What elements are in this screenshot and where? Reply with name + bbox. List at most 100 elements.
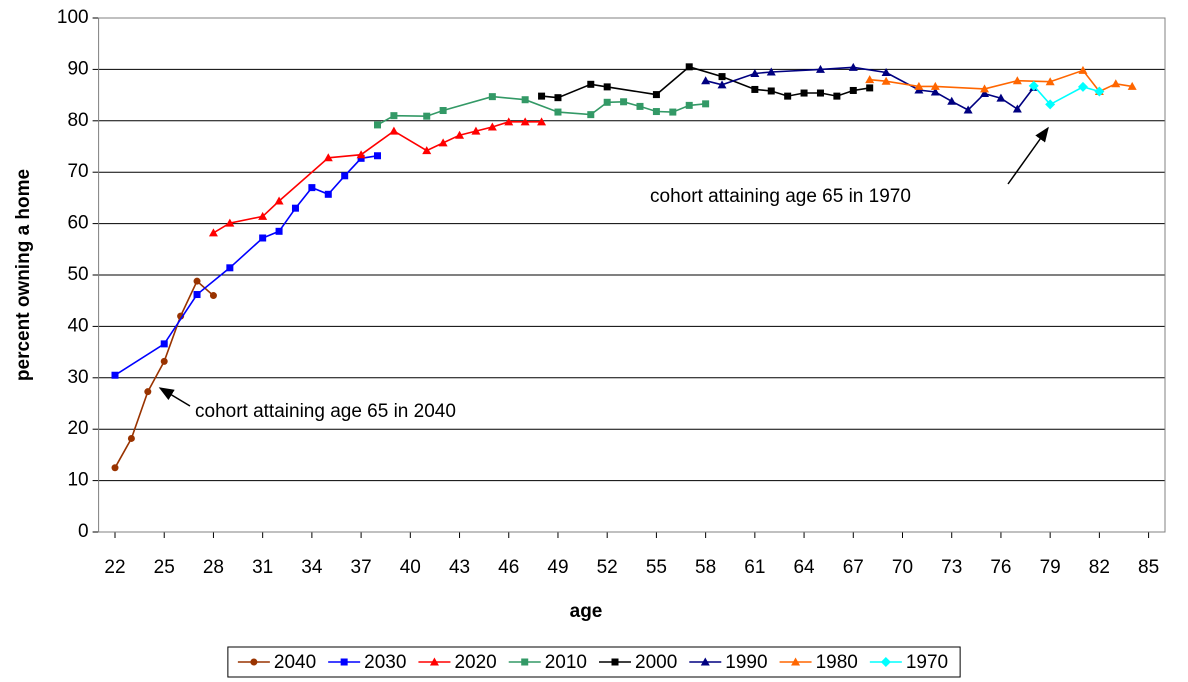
- x-tick-label: 43: [449, 557, 470, 578]
- marker: [702, 100, 710, 108]
- marker: [816, 89, 824, 97]
- y-tick-label: 10: [67, 470, 88, 491]
- legend-label: 2010: [545, 652, 587, 673]
- marker: [340, 658, 348, 666]
- marker: [193, 277, 201, 285]
- marker: [1028, 80, 1039, 91]
- x-tick-label: 46: [498, 557, 519, 578]
- legend-label: 1980: [816, 652, 858, 673]
- marker: [611, 658, 619, 666]
- marker: [751, 85, 759, 93]
- marker: [357, 154, 365, 162]
- marker: [390, 112, 398, 120]
- marker: [144, 388, 152, 396]
- x-tick-label: 61: [744, 557, 765, 578]
- marker: [209, 292, 217, 300]
- legend-label: 2030: [364, 652, 406, 673]
- marker: [717, 80, 727, 89]
- y-tick-label: 100: [57, 7, 89, 28]
- marker: [423, 112, 431, 120]
- marker: [652, 91, 660, 99]
- annotation: cohort attaining age 65 in 2040: [195, 401, 456, 422]
- marker: [636, 102, 644, 110]
- marker: [389, 126, 399, 135]
- marker: [587, 111, 595, 119]
- marker: [701, 76, 711, 85]
- marker: [374, 152, 382, 160]
- x-tick-label: 73: [941, 557, 962, 578]
- marker: [930, 81, 940, 90]
- marker: [718, 73, 726, 81]
- marker: [538, 92, 546, 100]
- y-tick-label: 60: [67, 213, 88, 234]
- marker: [111, 464, 119, 472]
- x-tick-label: 40: [400, 557, 421, 578]
- y-tick-label: 20: [67, 418, 88, 439]
- marker: [208, 228, 218, 237]
- marker: [275, 227, 283, 235]
- marker: [225, 218, 235, 227]
- marker: [1077, 81, 1088, 92]
- x-tick-label: 34: [301, 557, 323, 578]
- marker: [1012, 104, 1022, 113]
- marker: [947, 96, 957, 105]
- x-tick-label: 55: [646, 557, 667, 578]
- marker: [274, 196, 284, 205]
- x-tick-label: 79: [1040, 557, 1061, 578]
- marker: [1045, 77, 1055, 86]
- marker: [258, 211, 268, 220]
- annotation-arrow: [1007, 126, 1049, 185]
- x-tick-label: 49: [547, 557, 568, 578]
- marker: [554, 108, 562, 116]
- marker: [471, 126, 481, 135]
- marker: [603, 98, 611, 106]
- x-tick-label: 85: [1138, 557, 1159, 578]
- marker: [422, 146, 432, 155]
- marker: [700, 657, 710, 666]
- marker: [111, 371, 119, 379]
- marker: [1127, 81, 1137, 90]
- marker: [750, 69, 760, 78]
- marker: [308, 184, 316, 192]
- x-tick-label: 22: [104, 557, 125, 578]
- marker: [520, 117, 530, 126]
- marker: [537, 117, 547, 126]
- x-tick-label: 76: [990, 557, 1011, 578]
- y-tick-label: 40: [67, 315, 88, 336]
- plot-frame: [98, 17, 1166, 533]
- x-tick-label: 37: [351, 557, 372, 578]
- x-axis-label: age: [570, 601, 603, 622]
- x-tick-label: 28: [203, 557, 224, 578]
- marker: [620, 98, 628, 106]
- marker: [291, 204, 299, 212]
- series-line: [1033, 85, 1100, 106]
- marker: [881, 76, 891, 85]
- marker: [865, 75, 875, 84]
- marker: [784, 92, 792, 100]
- marker: [554, 94, 562, 102]
- marker: [914, 81, 924, 90]
- marker: [880, 657, 891, 667]
- marker: [487, 122, 497, 131]
- x-tick-label: 64: [793, 557, 815, 578]
- marker: [250, 658, 258, 666]
- marker: [1094, 86, 1105, 97]
- annotation-arrow: [158, 387, 191, 407]
- y-tick-label: 50: [67, 264, 88, 285]
- marker: [504, 117, 514, 126]
- marker: [996, 93, 1006, 102]
- marker: [963, 105, 973, 114]
- marker: [455, 130, 465, 139]
- legend-label: 2020: [454, 652, 496, 673]
- legend-label: 1990: [725, 652, 767, 673]
- marker: [848, 62, 858, 71]
- marker: [160, 340, 168, 348]
- marker: [488, 93, 496, 101]
- x-tick-label: 67: [843, 557, 864, 578]
- marker: [669, 108, 677, 116]
- marker: [356, 150, 366, 159]
- marker: [800, 89, 808, 97]
- marker: [323, 153, 333, 162]
- y-tick-label: 0: [78, 521, 89, 542]
